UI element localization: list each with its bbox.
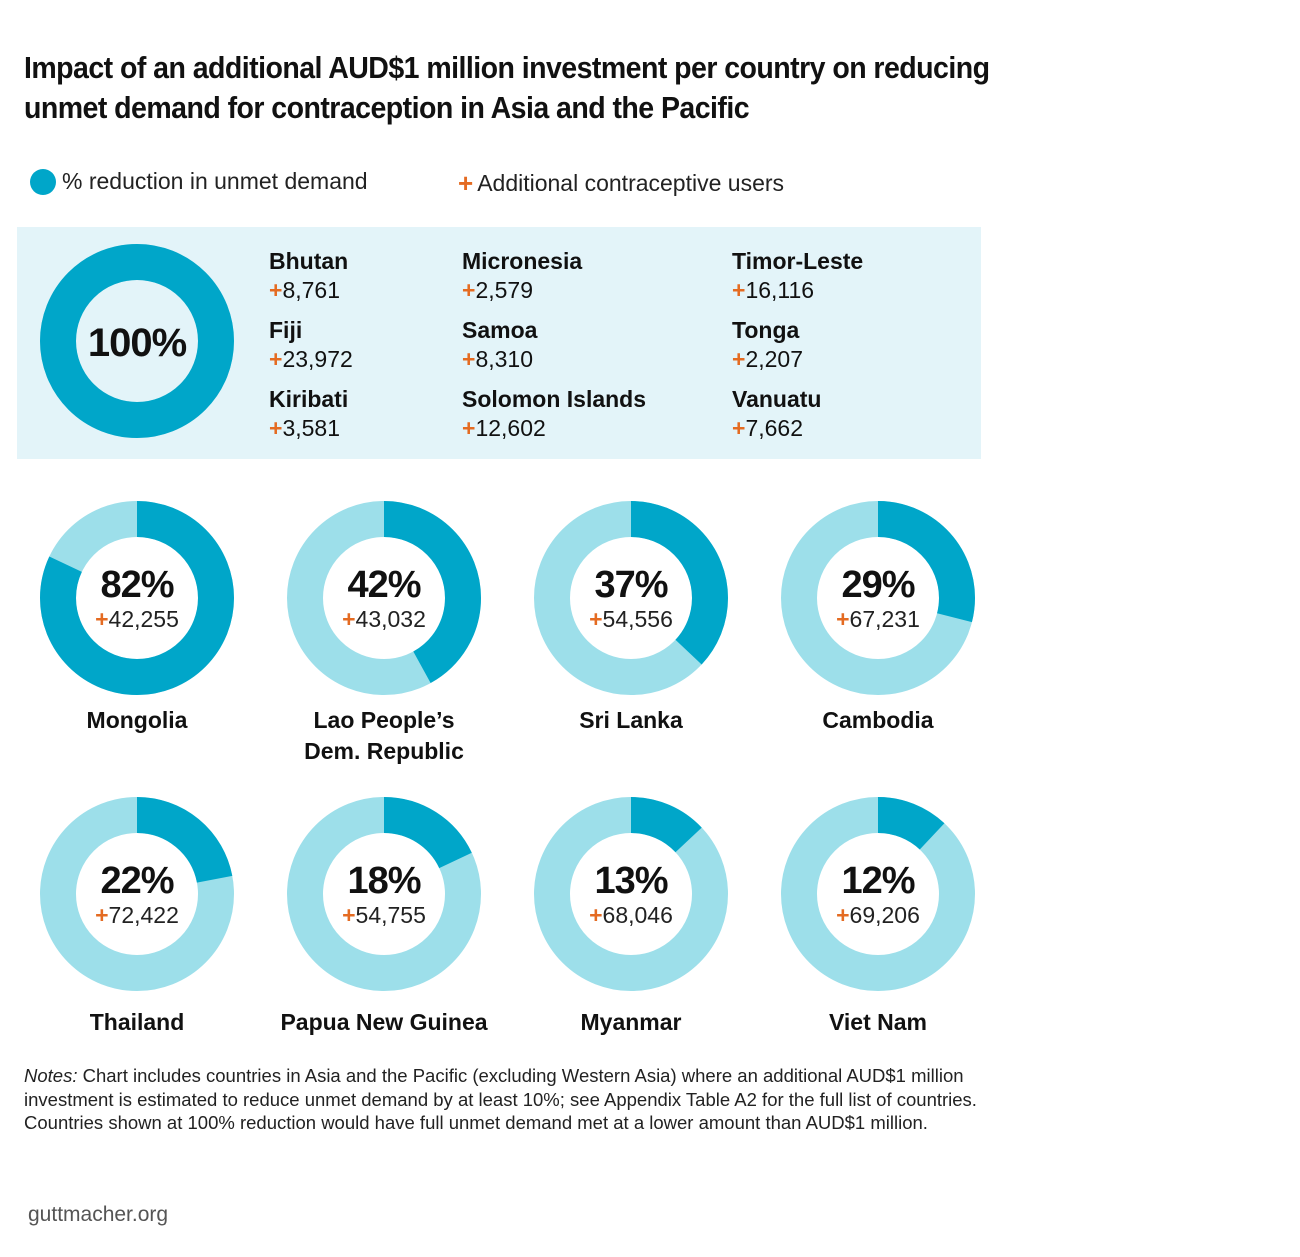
lao-people-s-dem-republic-users-label: +43,032: [342, 606, 426, 632]
panel-entry-kiribati: Kiribati +3,581: [269, 385, 348, 443]
panel-country-name: Bhutan: [269, 248, 349, 274]
viet-nam-users-label: +69,206: [836, 902, 920, 928]
panel-country-users: +12,602: [462, 415, 546, 441]
sri-lanka-donut-arc: [534, 501, 728, 695]
mongolia-pct-label: 82%: [100, 564, 173, 606]
panel-entry-samoa: Samoa +8,310: [462, 316, 537, 374]
papua-new-guinea-donut-arc: [287, 797, 481, 991]
mongolia-users-label: +42,255: [95, 606, 179, 632]
cambodia-donut-arc: [781, 501, 975, 695]
chart-title: Impact of an additional AUD$1 million in…: [24, 48, 990, 128]
notes: Notes: Chart includes countries in Asia …: [24, 1064, 1024, 1135]
panel-entry-bhutan: Bhutan +8,761: [269, 247, 348, 305]
myanmar-users-label: +68,046: [589, 902, 673, 928]
panel-entry-tonga: Tonga +2,207: [732, 316, 803, 374]
papua-new-guinea-donut: [287, 797, 481, 991]
country-name-sri-lanka: Sri Lanka: [579, 707, 683, 733]
panel-country-name: Kiribati: [269, 386, 349, 412]
panel-country-name: Samoa: [462, 317, 538, 343]
panel-country-users: +16,116: [732, 277, 815, 303]
panel-country-name: Micronesia: [462, 248, 583, 274]
legend-users-label: Additional contraceptive users: [477, 170, 785, 196]
footer-source: guttmacher.org: [28, 1203, 169, 1226]
panel-country-users: +23,972: [269, 346, 353, 372]
panel-country-users: +2,207: [732, 346, 803, 372]
lao-people-s-dem-republic-donut: [287, 501, 481, 695]
papua-new-guinea-pct-label: 18%: [347, 860, 420, 902]
legend-plus-icon: +: [458, 168, 474, 198]
notes-text: Chart includes countries in Asia and the…: [24, 1065, 977, 1133]
chart-title-line-1: Impact of an additional AUD$1 million in…: [24, 50, 990, 85]
country-name-myanmar: Myanmar: [580, 1009, 682, 1035]
myanmar-donut: [534, 797, 728, 991]
sri-lanka-pct-label: 37%: [594, 564, 667, 606]
panel-country-users: +7,662: [732, 415, 803, 441]
panel-entry-micronesia: Micronesia +2,579: [462, 247, 582, 305]
sri-lanka-donut: [534, 501, 728, 695]
panel-entry-vanuatu: Vanuatu +7,662: [732, 385, 821, 443]
thailand-donut: [40, 797, 234, 991]
country-name-papua-new-guinea: Papua New Guinea: [280, 1009, 488, 1035]
country-name-mongolia: Mongolia: [86, 707, 188, 733]
mongolia-donut-arc: [40, 501, 234, 695]
panel-entry-solomon-islands: Solomon Islands +12,602: [462, 385, 646, 443]
mongolia-donut: [40, 501, 234, 695]
cambodia-pct-label: 29%: [841, 564, 914, 606]
legend-circle-icon: [30, 168, 56, 195]
country-name-thailand: Thailand: [89, 1009, 185, 1035]
thailand-donut-arc: [40, 797, 234, 991]
lao-people-s-dem-republic-pct-label: 42%: [347, 564, 420, 606]
legend-item-pct: % reduction in unmet demand: [30, 168, 368, 195]
country-name-viet-nam: Viet Nam: [828, 1009, 927, 1035]
panel-country-name: Solomon Islands: [462, 386, 647, 412]
viet-nam-donut-arc: [781, 797, 975, 991]
sri-lanka-users-label: +54,556: [589, 606, 673, 632]
cambodia-donut: [781, 501, 975, 695]
myanmar-donut-arc: [534, 797, 728, 991]
notes-label: Notes:: [24, 1065, 78, 1086]
panel-country-name: Tonga: [732, 317, 800, 343]
myanmar-pct-label: 13%: [594, 860, 667, 902]
legend-item-users: + Additional contraceptive users: [458, 168, 784, 199]
panel-country-name: Vanuatu: [732, 386, 822, 412]
panel-entry-fiji: Fiji +23,972: [269, 316, 353, 374]
viet-nam-donut: [781, 797, 975, 991]
panel-country-users: +8,761: [269, 277, 340, 303]
panel-entry-timor-leste: Timor-Leste +16,116: [732, 247, 863, 305]
country-name-lao-people-s-dem-republic: Lao People’s Dem. Republic: [304, 707, 464, 764]
cambodia-users-label: +67,231: [836, 606, 920, 632]
papua-new-guinea-users-label: +54,755: [342, 902, 426, 928]
country-name-cambodia: Cambodia: [822, 707, 934, 733]
thailand-users-label: +72,422: [95, 902, 179, 928]
full-reduction-donut: [40, 244, 234, 438]
panel-country-name: Fiji: [269, 317, 303, 343]
panel-country-users: +3,581: [269, 415, 340, 441]
full-reduction-pct-label: 100%: [88, 321, 187, 365]
panel-country-users: +8,310: [462, 346, 533, 372]
lao-people-s-dem-republic-donut-arc: [287, 501, 481, 695]
panel-country-users: +2,579: [462, 277, 533, 303]
viet-nam-pct-label: 12%: [841, 860, 914, 902]
legend-pct-label: % reduction in unmet demand: [62, 168, 368, 194]
full-reduction-donut-arc: [40, 244, 234, 438]
chart-title-line-2: unmet demand for contraception in Asia a…: [24, 90, 750, 125]
panel-country-name: Timor-Leste: [732, 248, 864, 274]
thailand-pct-label: 22%: [100, 860, 173, 902]
